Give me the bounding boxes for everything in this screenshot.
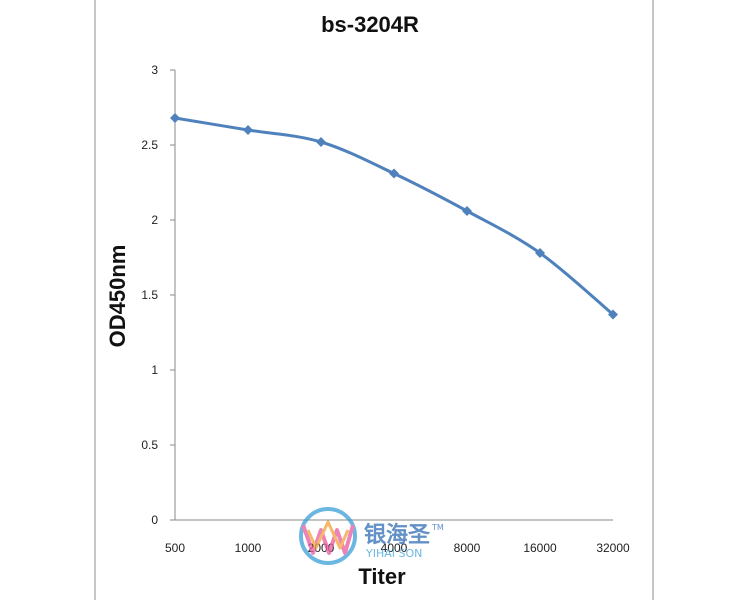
- data-point: [316, 137, 326, 147]
- y-tick-label: 1: [151, 363, 158, 377]
- x-tick-label: 16000: [523, 541, 557, 555]
- y-tick-label: 2: [151, 213, 158, 227]
- data-point: [608, 309, 618, 320]
- watermark-logo: 银海圣 TM YIHAI SON: [299, 507, 444, 565]
- x-tick-labels: 500 1000 2000 4000 8000 16000 32000: [165, 541, 630, 555]
- y-tick-label: 0.5: [141, 438, 158, 452]
- y-axis-title: OD450nm: [105, 245, 130, 348]
- y-tick-labels: 0 0.5 1 1.5 2 2.5 3: [141, 63, 158, 527]
- data-point: [389, 168, 399, 179]
- data-point: [462, 206, 472, 216]
- watermark-logo-wave: [301, 524, 355, 555]
- watermark-latin: YIHAI SON: [365, 547, 422, 560]
- watermark-trademark: TM: [431, 523, 444, 532]
- y-tick-label: 2.5: [141, 138, 158, 152]
- y-tick-label: 1.5: [141, 288, 158, 302]
- x-tick-label: 1000: [235, 541, 262, 555]
- data-point: [243, 125, 253, 135]
- series-line: [174, 116, 614, 316]
- watermark-logo-wave-inner: [306, 520, 350, 550]
- x-tick-label: 32000: [596, 541, 630, 555]
- watermark-logo-ring: [299, 507, 357, 565]
- data-point: [535, 248, 545, 258]
- x-tick-label: 8000: [454, 541, 481, 555]
- data-point: [170, 113, 180, 123]
- chart-title: bs-3204R: [321, 12, 419, 37]
- x-tick-label: 4000: [381, 541, 408, 555]
- y-tick-label: 3: [151, 63, 158, 77]
- x-tick-label: 500: [165, 541, 185, 555]
- y-tick-label: 0: [151, 513, 158, 527]
- axes: [170, 69, 613, 521]
- series: [170, 113, 618, 320]
- watermark-chinese: 银海圣: [364, 522, 431, 548]
- x-axis-title: Titer: [358, 564, 406, 589]
